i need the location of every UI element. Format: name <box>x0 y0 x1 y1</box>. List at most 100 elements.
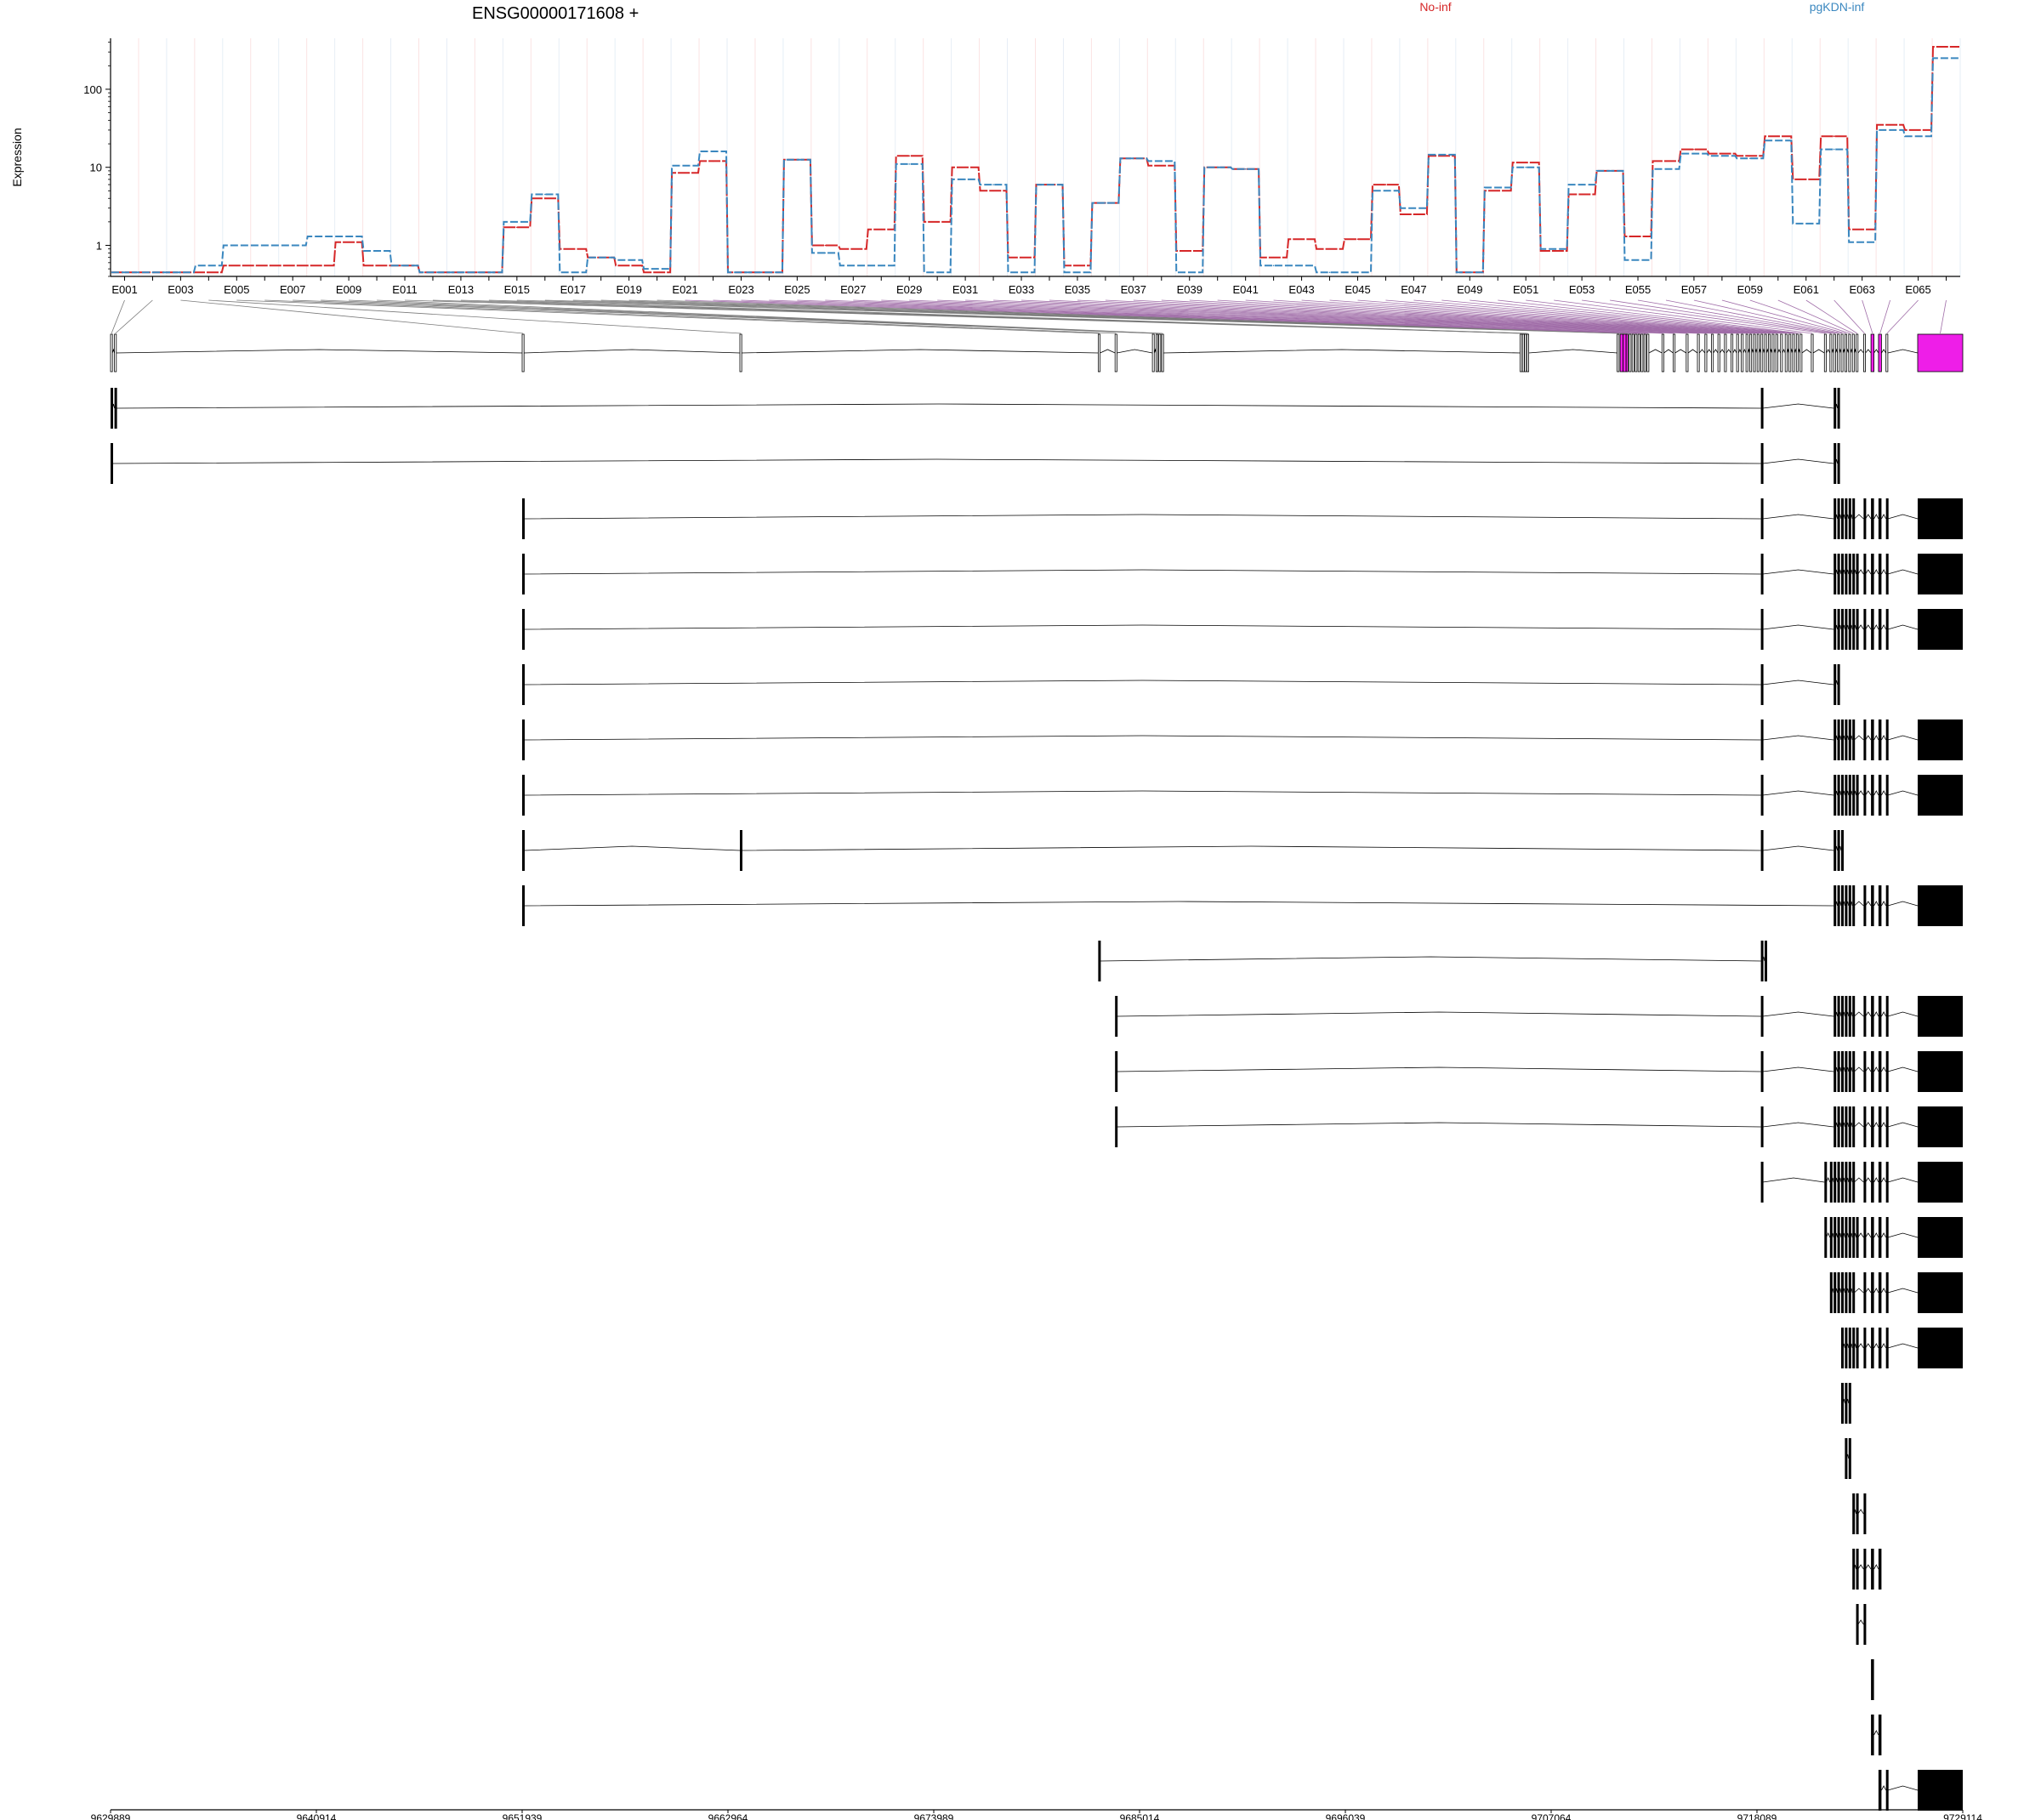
transcript-exon <box>1918 1328 1963 1368</box>
transcript-exon <box>1760 1106 1764 1147</box>
transcript-exon <box>1833 830 1837 871</box>
x-tick-label: E037 <box>1121 283 1146 296</box>
transcript-exon <box>1841 1106 1844 1147</box>
exon-connector <box>881 299 1687 334</box>
exon-connector <box>1413 299 1787 334</box>
data-point <box>656 271 658 274</box>
data-point <box>1777 135 1779 137</box>
exon-box <box>1524 333 1527 373</box>
transcript-intron <box>1762 1177 1825 1183</box>
transcript-exon <box>1871 1659 1874 1700</box>
transcript-exon <box>1863 1549 1867 1590</box>
transcript-exon <box>1833 609 1837 650</box>
exon-box <box>1862 333 1866 373</box>
data-point <box>1497 186 1499 189</box>
transcript-exon <box>1848 554 1851 594</box>
exon-box <box>1625 333 1629 373</box>
x-tick-label: E053 <box>1569 283 1595 296</box>
transcript-intron <box>1762 569 1834 575</box>
transcript-exon <box>1833 719 1837 760</box>
transcript-intron <box>1881 1785 1887 1791</box>
intron-line <box>1674 349 1687 354</box>
exon-connector <box>993 299 1720 334</box>
transcript-intron <box>1865 1177 1872 1183</box>
data-point <box>600 256 602 259</box>
exon-connector <box>1749 299 1851 334</box>
exon-box <box>1673 333 1676 373</box>
exon-box <box>1098 333 1101 373</box>
transcript-exon <box>1848 1328 1851 1368</box>
transcript-intron <box>1881 1122 1887 1128</box>
exon-connector <box>1637 299 1835 334</box>
x-tick-label: E007 <box>280 283 305 296</box>
data-point <box>1945 46 1947 48</box>
data-point <box>1553 247 1555 250</box>
transcript-intron <box>524 569 1761 575</box>
exon-box <box>1711 333 1714 373</box>
exon-box <box>114 333 117 373</box>
transcript-exon <box>1871 885 1874 926</box>
transcript-exon <box>1841 996 1844 1037</box>
transcript-exon <box>1885 1272 1889 1313</box>
transcript-exon <box>522 554 525 594</box>
transcript-intron <box>116 403 1761 409</box>
exon-connector <box>1441 299 1790 334</box>
transcript-exon <box>1885 1162 1889 1203</box>
exon-box <box>1156 333 1159 373</box>
transcript-intron <box>1887 624 1919 630</box>
x-tick-label: E035 <box>1065 283 1090 296</box>
exon-connector <box>1498 299 1798 334</box>
exon-box <box>1158 333 1162 373</box>
data-point <box>348 241 350 243</box>
transcript-exon <box>522 498 525 539</box>
transcript-exon <box>1871 609 1874 650</box>
transcript-exon <box>1833 498 1837 539</box>
intron-line <box>1857 349 1864 354</box>
exon-connector <box>937 299 1706 334</box>
transcript-intron <box>1873 514 1879 520</box>
transcript-exon <box>1837 719 1840 760</box>
transcript-intron <box>524 901 1834 907</box>
transcript-exon <box>1863 1051 1867 1092</box>
data-point <box>376 264 378 267</box>
transcript-exon <box>1829 1162 1833 1203</box>
transcript-intron <box>1873 1011 1879 1017</box>
transcript-intron <box>1117 1066 1761 1072</box>
transcript-exon <box>1848 498 1851 539</box>
exon-box <box>521 333 525 373</box>
data-point <box>1833 148 1835 151</box>
transcript-exon <box>1837 1217 1840 1258</box>
data-point <box>1525 166 1526 168</box>
transcript-intron <box>1762 1011 1834 1017</box>
transcript-exon <box>1863 609 1867 650</box>
data-point <box>208 271 210 274</box>
transcript-intron <box>1881 1232 1887 1238</box>
exon-box <box>1637 333 1640 373</box>
transcript-exon <box>1871 775 1874 816</box>
transcript-exon <box>1115 1051 1118 1092</box>
transcript-exon <box>1829 1217 1833 1258</box>
transcript-intron <box>1873 1288 1879 1294</box>
transcript-exon <box>1837 885 1840 926</box>
transcript-intron <box>1854 1288 1864 1294</box>
transcript-exon <box>1871 1217 1874 1258</box>
data-point <box>964 166 966 168</box>
transcript-exon <box>1829 1272 1833 1313</box>
intron-line <box>1801 349 1812 354</box>
data-point <box>1384 190 1387 192</box>
transcript-intron <box>1857 1343 1864 1349</box>
exon-connector <box>1161 299 1751 334</box>
data-point <box>1328 247 1331 250</box>
data-point <box>236 244 238 247</box>
transcript-exon <box>1871 1106 1874 1147</box>
transcript-exon <box>1848 719 1851 760</box>
transcript-intron <box>1865 790 1872 796</box>
transcript-intron <box>1873 624 1879 630</box>
intron-line <box>1865 349 1872 354</box>
transcript-intron <box>1857 569 1864 575</box>
transcript-intron <box>524 514 1761 520</box>
transcript-exon <box>1878 1715 1882 1755</box>
transcript-exon <box>1845 885 1848 926</box>
data-point <box>1609 170 1611 172</box>
transcript-intron <box>1865 569 1872 575</box>
